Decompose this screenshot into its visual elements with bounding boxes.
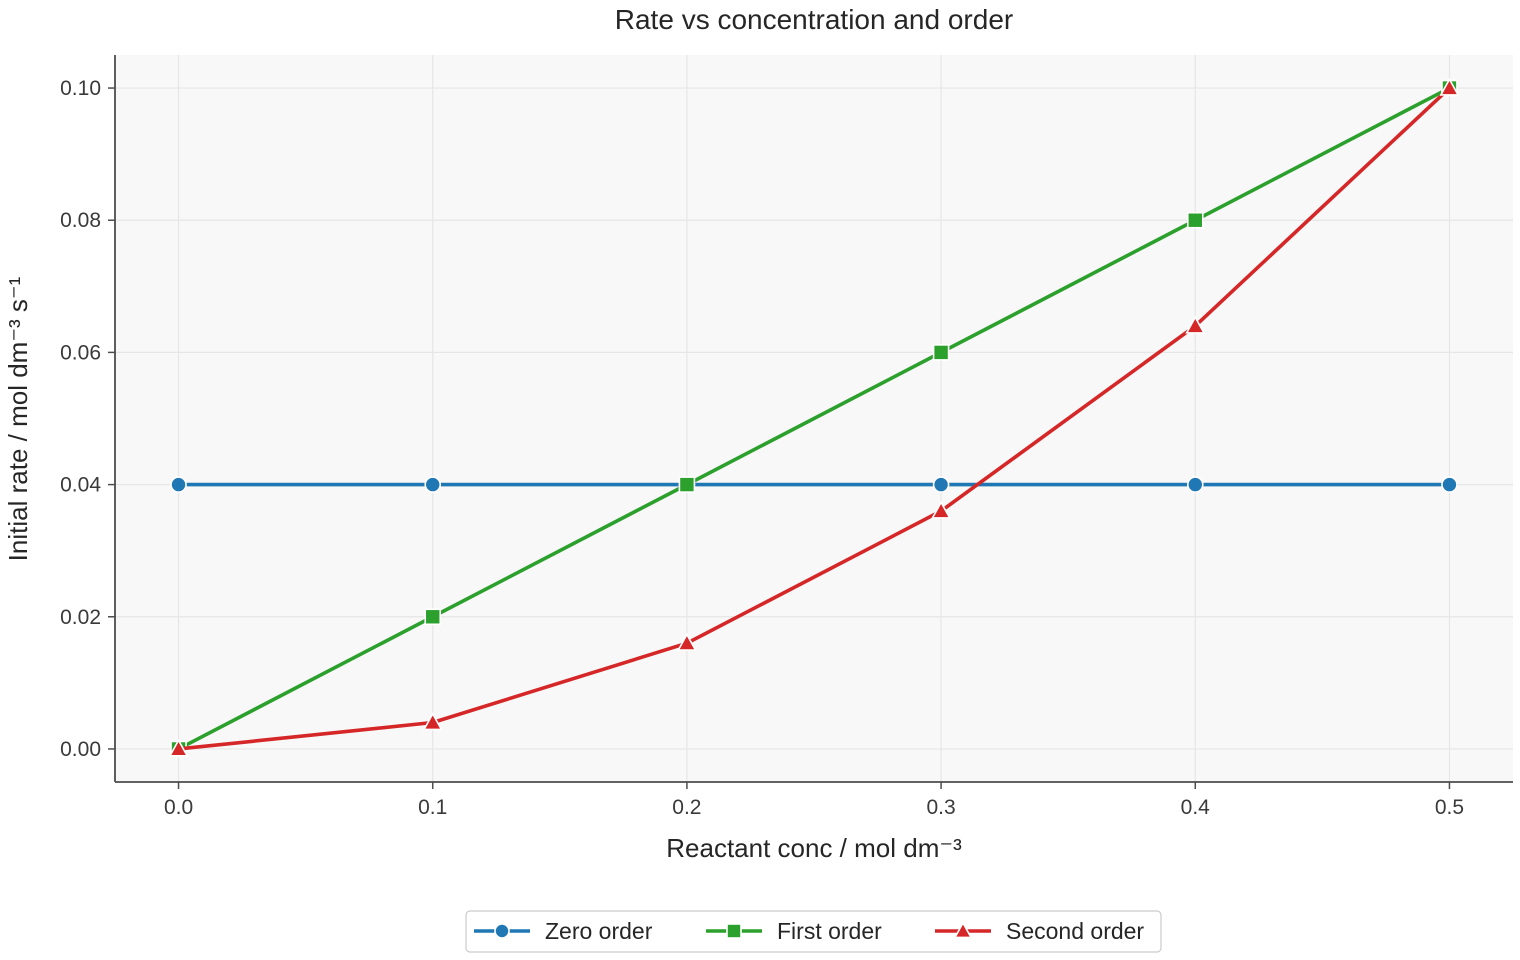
y-axis-ticks: 0.00 0.02 0.04 0.06 0.08 0.10 — [60, 77, 115, 761]
legend-item: First order — [706, 918, 882, 944]
legend-item: Second order — [935, 918, 1144, 944]
data-point — [931, 500, 952, 519]
y-tick-label: 0.06 — [60, 341, 101, 364]
series-line — [178, 86, 1451, 751]
data-point — [1186, 476, 1204, 493]
data-point — [678, 476, 696, 493]
data-point — [1185, 315, 1206, 334]
legend-label: Second order — [1006, 918, 1144, 944]
legend-label: First order — [777, 918, 882, 944]
data-point — [168, 738, 189, 757]
x-tick-label: 0.3 — [926, 796, 955, 819]
y-tick-label: 0.02 — [60, 606, 101, 629]
chart-title: Rate vs concentration and order — [615, 4, 1013, 35]
data-point — [676, 632, 697, 651]
data-point — [424, 476, 442, 493]
axes — [114, 55, 1513, 783]
x-tick-label: 0.0 — [164, 796, 193, 819]
data-point — [170, 476, 187, 493]
legend-box — [465, 910, 1162, 953]
data-point — [1186, 211, 1204, 229]
data-point — [424, 608, 442, 626]
data-point — [932, 344, 950, 361]
y-axis-label: Initial rate / mol dm⁻³ s⁻¹ — [3, 276, 33, 561]
y-tick-label: 0.00 — [60, 738, 101, 761]
data-point — [1441, 476, 1458, 493]
data-point — [1439, 77, 1460, 96]
x-axis-label: Reactant conc / mol dm⁻³ — [666, 833, 962, 863]
y-tick-label: 0.04 — [60, 474, 101, 497]
series-lines — [168, 77, 1460, 758]
x-tick-label: 0.2 — [672, 796, 701, 819]
x-tick-label: 0.1 — [418, 796, 447, 819]
y-tick-label: 0.10 — [60, 77, 101, 100]
x-axis-ticks: 0.0 0.1 0.2 0.3 0.4 0.5 — [164, 782, 1464, 819]
y-tick-label: 0.08 — [60, 209, 101, 232]
legend-marker — [494, 923, 510, 939]
x-tick-label: 0.4 — [1181, 796, 1211, 819]
series-line — [177, 86, 1451, 751]
series-second-order — [168, 77, 1460, 757]
data-point — [422, 712, 443, 731]
legend-item: Zero order — [474, 918, 653, 944]
legend: Zero order First order Second order — [465, 910, 1162, 953]
x-tick-label: 0.5 — [1435, 796, 1464, 819]
legend-marker — [953, 921, 973, 939]
legend-marker — [726, 923, 742, 939]
legend-label: Zero order — [545, 918, 653, 944]
data-point — [932, 476, 950, 493]
